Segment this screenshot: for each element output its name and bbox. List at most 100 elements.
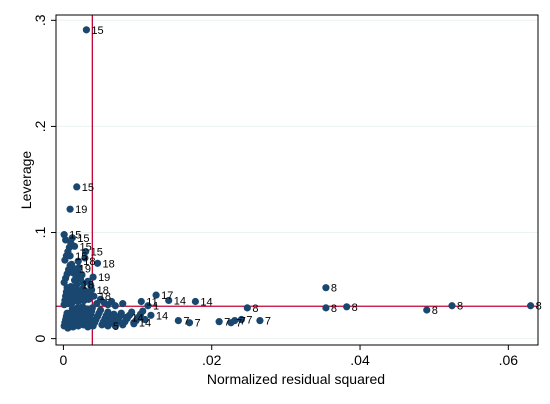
point-label: 15 (69, 230, 81, 242)
labeled-data-point (215, 318, 223, 326)
point-label: 7 (246, 315, 252, 327)
data-point (117, 309, 125, 317)
labeled-data-point (448, 302, 456, 310)
labeled-data-point (60, 231, 68, 239)
labeled-data-point (322, 284, 330, 292)
labeled-data-point (66, 205, 74, 213)
labeled-data-point (144, 302, 152, 310)
x-tick-label: .04 (350, 352, 370, 368)
point-label: 8 (331, 303, 337, 315)
x-tick-label: .02 (202, 352, 222, 368)
x-axis-title: Normalized residual squared (207, 371, 385, 387)
x-tick-label: .06 (499, 352, 519, 368)
y-tick-label: .2 (32, 120, 48, 132)
point-label: 19 (98, 272, 110, 284)
y-tick-label: .1 (32, 226, 48, 238)
labeled-data-point (66, 252, 74, 260)
y-tick-label: 0 (32, 335, 48, 343)
point-label: 8 (536, 301, 542, 313)
data-point (67, 283, 75, 291)
data-point (88, 304, 96, 312)
labeled-data-point (185, 319, 194, 327)
labeled-data-point (152, 291, 160, 299)
point-label: 8 (252, 303, 258, 315)
data-point (81, 254, 89, 262)
labeled-data-point (74, 257, 82, 265)
labeled-data-point (89, 273, 97, 281)
labeled-data-point (322, 304, 330, 312)
point-label: 15 (80, 241, 92, 253)
labeled-data-point (70, 265, 78, 273)
point-label: 15 (82, 182, 94, 194)
labeled-data-point (73, 280, 81, 289)
point-label: 7 (194, 318, 200, 330)
point-label: 18 (83, 256, 95, 268)
labeled-data-point (73, 183, 81, 191)
labeled-data-point (87, 286, 96, 294)
plot-frame (55, 14, 539, 346)
point-label: 8 (432, 305, 438, 317)
data-point (111, 302, 119, 310)
point-label: 5 (113, 321, 119, 333)
grid-lines (56, 19, 538, 340)
point-label: 14 (131, 312, 143, 324)
point-label: 7 (240, 316, 246, 328)
labeled-data-point (90, 292, 98, 300)
point-label: 19 (75, 204, 87, 216)
labeled-data-point (256, 316, 264, 325)
labeled-data-point (104, 322, 112, 330)
labeled-data-point (68, 234, 76, 242)
point-label: 14 (174, 295, 186, 307)
data-point (139, 307, 147, 315)
data-point (128, 308, 136, 316)
point-label: 17 (161, 290, 173, 302)
data-point (110, 310, 118, 318)
point-label: 19 (79, 264, 91, 276)
y-axis-title: Leverage (18, 151, 34, 210)
point-label: 15 (91, 247, 103, 259)
data-point (78, 271, 86, 279)
data-point (119, 300, 127, 308)
labeled-data-point (93, 259, 102, 267)
labeled-data-point (82, 26, 91, 34)
labeled-data-point (423, 306, 431, 314)
labeled-data-point (130, 319, 138, 327)
point-label: 7 (236, 318, 242, 330)
point-label: 7 (224, 317, 230, 329)
labeled-data-point (137, 297, 145, 306)
point-label: 14 (200, 296, 212, 308)
point-label: 18 (103, 258, 115, 270)
point-label: 1 (153, 301, 159, 313)
point-label: 11 (146, 296, 157, 308)
labeled-data-point (122, 313, 131, 322)
labeled-data-point (191, 297, 200, 306)
x-tick-label: 0 (60, 352, 68, 368)
point-label: 7 (265, 316, 271, 328)
labeled-data-point (147, 311, 155, 319)
labeled-data-point (526, 302, 535, 310)
point-label: 18 (97, 285, 109, 297)
data-point (96, 306, 105, 314)
labeled-data-point (231, 316, 239, 325)
point-label: 18 (82, 280, 94, 292)
point-label: 14 (156, 310, 168, 322)
data-point (104, 308, 112, 316)
point-label: 8 (331, 283, 337, 295)
point-label: 14 (139, 318, 151, 330)
labeled-data-point (165, 296, 173, 305)
point-label: 15 (75, 251, 87, 263)
point-label: 7 (183, 316, 189, 328)
y-tick-label: .3 (32, 14, 48, 26)
axes: 0 .02 .04 .06 0 .1 .2 .3 (32, 14, 518, 368)
labeled-data-point (70, 242, 79, 250)
point-label: 15 (91, 25, 103, 37)
data-points (60, 26, 535, 332)
labeled-data-point (343, 303, 351, 311)
data-point (141, 315, 149, 324)
point-label: 8 (457, 301, 463, 313)
labeled-data-point (82, 248, 90, 256)
